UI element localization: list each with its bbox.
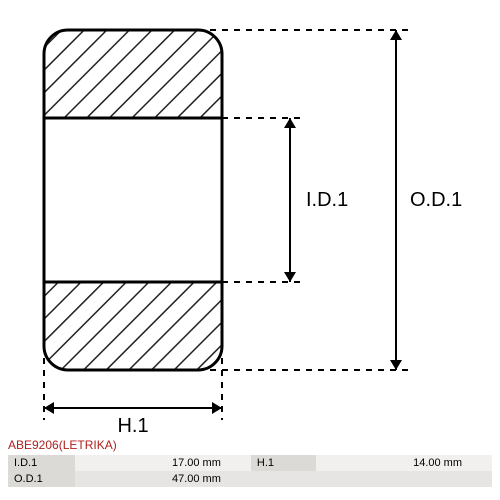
dim-val: 14.00 mm xyxy=(316,455,492,471)
label-id1: I.D.1 xyxy=(306,189,348,211)
dim-key: H.1 xyxy=(251,455,316,471)
dim-key: I.D.1 xyxy=(8,455,75,471)
label-h1: H.1 xyxy=(117,415,148,437)
table-row: O.D.1 47.00 mm xyxy=(8,471,492,487)
label-od1: O.D.1 xyxy=(410,189,462,211)
dim-val xyxy=(316,471,492,487)
dim-val: 47.00 mm xyxy=(75,471,251,487)
table-row: I.D.1 17.00 mm H.1 14.00 mm xyxy=(8,455,492,471)
dim-val: 17.00 mm xyxy=(75,455,251,471)
dimension-table: I.D.1 17.00 mm H.1 14.00 mm O.D.1 47.00 … xyxy=(8,455,492,487)
dim-key: O.D.1 xyxy=(8,471,75,487)
part-number-title: ABE9206(LETRIKA) xyxy=(8,438,117,452)
dim-key xyxy=(251,471,316,487)
bearing-diagram: I.D.1 O.D.1 H.1 xyxy=(0,0,500,440)
